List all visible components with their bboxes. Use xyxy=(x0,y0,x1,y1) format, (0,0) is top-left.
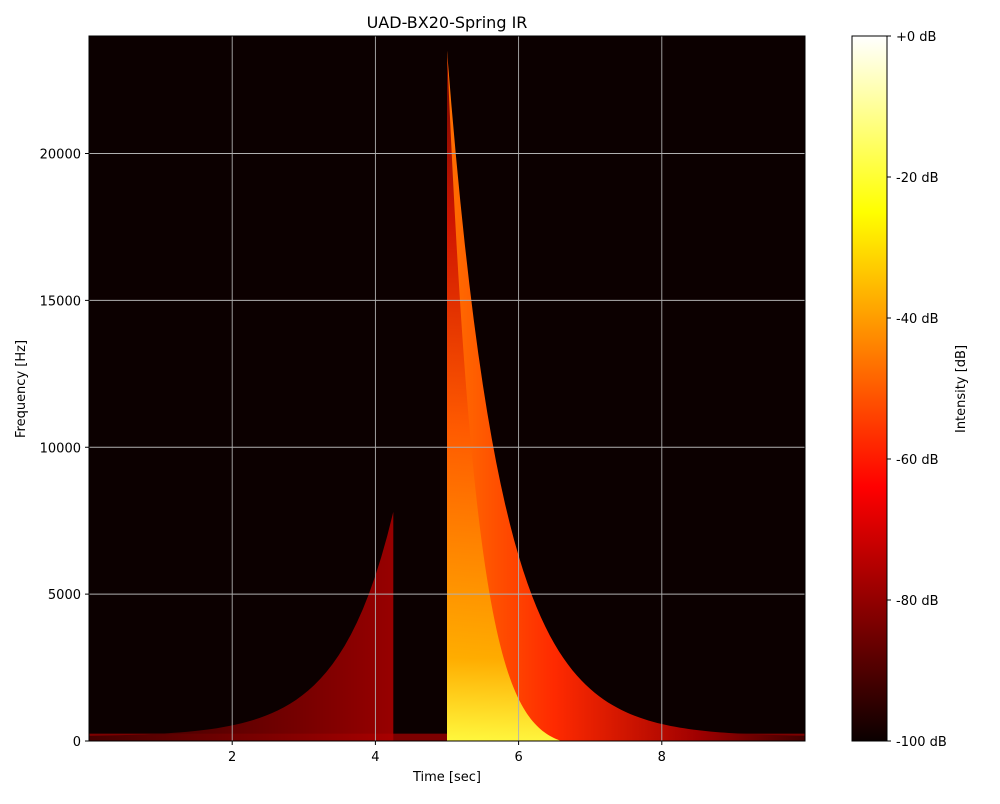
x-axis: 2 4 6 8 xyxy=(228,741,666,765)
x-axis-label: Time [sec] xyxy=(412,770,481,785)
colorbar xyxy=(851,35,888,742)
x-tick-label: 6 xyxy=(514,750,522,765)
y-tick-label: 15000 xyxy=(40,294,81,309)
pre-echo-region xyxy=(89,511,394,741)
y-axis: 0 5000 10000 15000 20000 xyxy=(40,148,89,750)
colorbar-tick-label: +0 dB xyxy=(896,30,936,45)
y-axis-label: Frequency [Hz] xyxy=(14,340,29,438)
plot-frame xyxy=(88,35,806,742)
y-tick-label: 10000 xyxy=(40,441,81,456)
y-tick-label: 5000 xyxy=(48,588,81,603)
colorbar-tick-label: -80 dB xyxy=(896,594,939,609)
y-tick-label: 0 xyxy=(73,735,81,750)
x-tick-label: 8 xyxy=(658,750,666,765)
chart-title: UAD-BX20-Spring IR xyxy=(367,13,528,32)
impulse-region xyxy=(447,50,562,741)
x-tick-label: 4 xyxy=(371,750,379,765)
colorbar-tick-label: -100 dB xyxy=(896,735,947,750)
plot-area xyxy=(89,36,805,741)
grid xyxy=(89,36,805,742)
colorbar-label: Intensity [dB] xyxy=(954,345,969,433)
colorbar-tick-label: -20 dB xyxy=(896,171,939,186)
colorbar-ticks: +0 dB -20 dB -40 dB -60 dB -80 dB -100 dB xyxy=(887,30,947,750)
colorbar-tick-label: -60 dB xyxy=(896,453,939,468)
colorbar-tick-label: -40 dB xyxy=(896,312,939,327)
x-tick-label: 2 xyxy=(228,750,236,765)
y-tick-label: 20000 xyxy=(40,148,81,163)
